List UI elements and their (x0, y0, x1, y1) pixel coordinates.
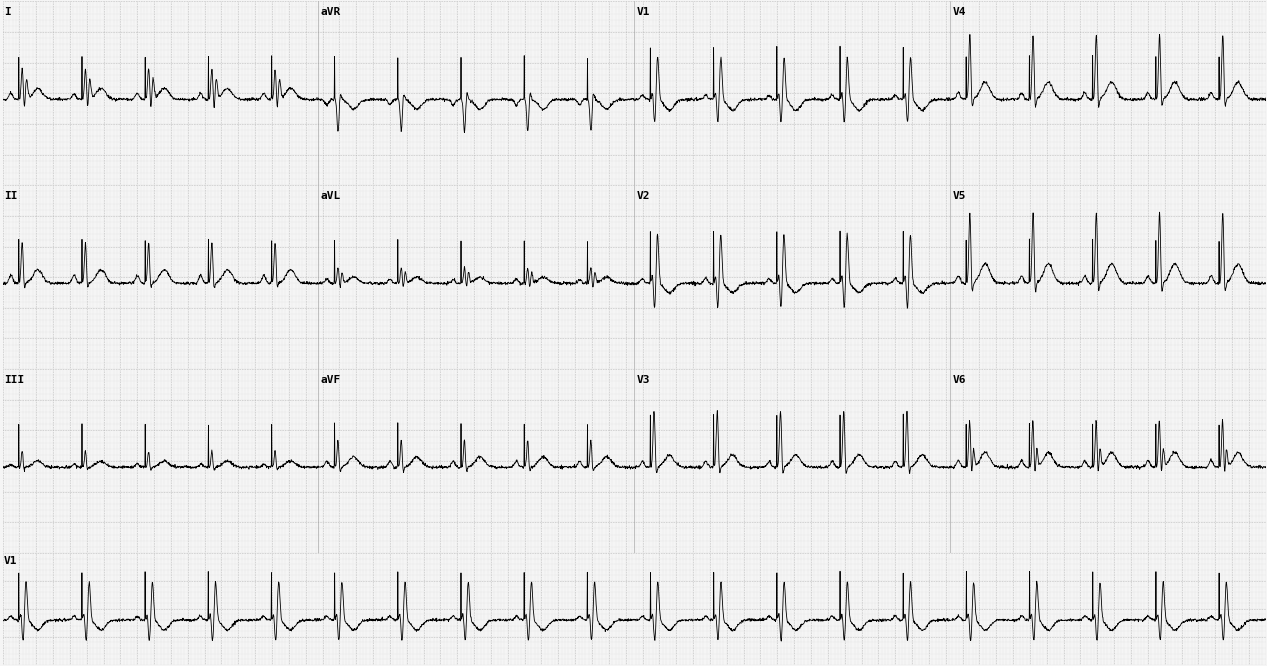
Text: V2: V2 (636, 190, 650, 200)
Text: II: II (4, 190, 18, 200)
Text: V1: V1 (636, 7, 650, 17)
Text: aVR: aVR (321, 7, 341, 17)
Text: V3: V3 (636, 375, 650, 385)
Text: III: III (4, 375, 24, 385)
Text: aVF: aVF (321, 375, 341, 385)
Text: V5: V5 (953, 190, 965, 200)
Text: I: I (4, 7, 10, 17)
Text: V6: V6 (953, 375, 965, 385)
Text: V1: V1 (4, 556, 18, 566)
Text: V4: V4 (953, 7, 965, 17)
Text: aVL: aVL (321, 190, 341, 200)
